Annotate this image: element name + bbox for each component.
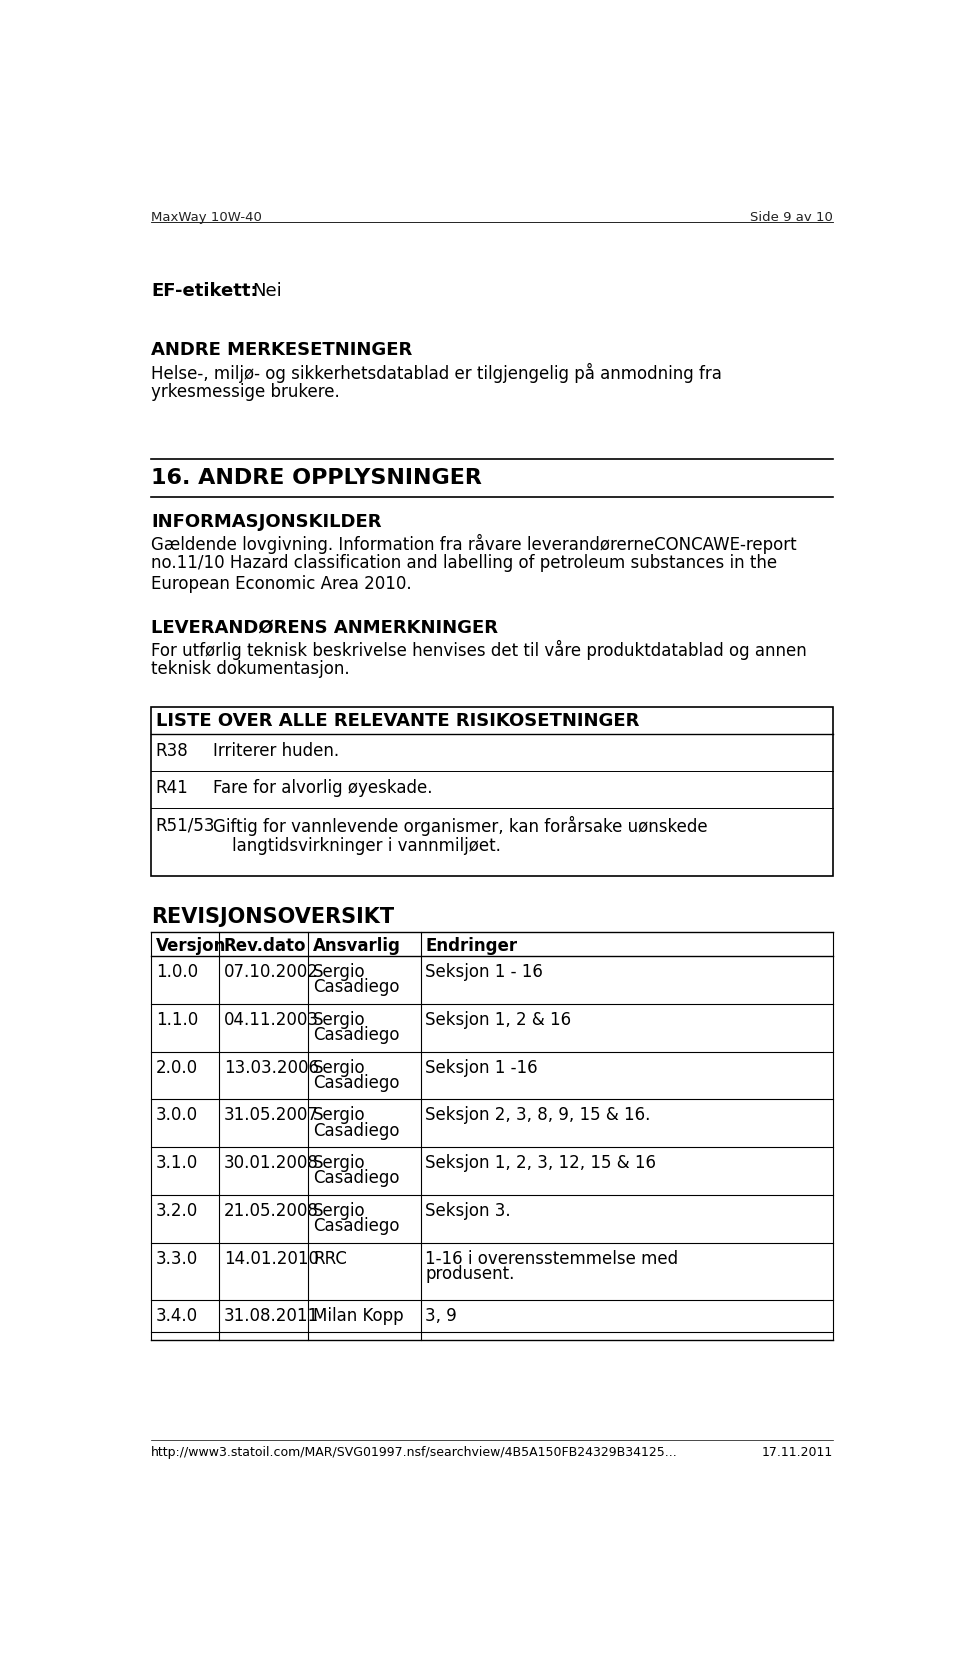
- Text: 13.03.2006: 13.03.2006: [224, 1059, 319, 1077]
- Text: Sergio: Sergio: [313, 1059, 366, 1077]
- Text: ANDRE MERKESETNINGER: ANDRE MERKESETNINGER: [151, 341, 412, 359]
- Text: R41: R41: [156, 779, 188, 797]
- Text: 31.08.2011: 31.08.2011: [224, 1307, 319, 1325]
- Text: 07.10.2002: 07.10.2002: [224, 963, 319, 981]
- Text: Fare for alvorlig øyeskade.: Fare for alvorlig øyeskade.: [213, 779, 433, 797]
- Text: 3.3.0: 3.3.0: [156, 1249, 198, 1267]
- Text: Versjon: Versjon: [156, 936, 226, 954]
- Text: Endringer: Endringer: [425, 936, 517, 954]
- Text: Nei: Nei: [252, 281, 281, 299]
- Text: no.11/10 Hazard classification and labelling of petroleum substances in the: no.11/10 Hazard classification and label…: [151, 554, 778, 572]
- Text: 31.05.2007: 31.05.2007: [224, 1107, 319, 1125]
- Text: For utførlig teknisk beskrivelse henvises det til våre produktdatablad og annen: For utførlig teknisk beskrivelse henvise…: [151, 640, 806, 660]
- Text: Seksjon 1 -16: Seksjon 1 -16: [425, 1059, 538, 1077]
- Text: Seksjon 3.: Seksjon 3.: [425, 1202, 511, 1219]
- Text: 04.11.2003: 04.11.2003: [224, 1011, 319, 1029]
- Text: 30.01.2008: 30.01.2008: [224, 1154, 319, 1173]
- Text: REVISJONSOVERSIKT: REVISJONSOVERSIKT: [151, 906, 395, 926]
- Text: Casadiego: Casadiego: [313, 1169, 399, 1188]
- Text: Gældende lovgivning. Information fra råvare leverandørerneCONCAWE-report: Gældende lovgivning. Information fra råv…: [151, 534, 797, 554]
- Text: 1.1.0: 1.1.0: [156, 1011, 198, 1029]
- Text: 1-16 i overensstemmelse med: 1-16 i overensstemmelse med: [425, 1249, 679, 1267]
- Text: 3.0.0: 3.0.0: [156, 1107, 198, 1125]
- Text: 3.1.0: 3.1.0: [156, 1154, 198, 1173]
- Text: Sergio: Sergio: [313, 1107, 366, 1125]
- Text: R51/53: R51/53: [156, 815, 215, 834]
- Text: European Economic Area 2010.: European Economic Area 2010.: [151, 576, 412, 594]
- Text: Giftig for vannlevende organismer, kan forårsake uønskede: Giftig for vannlevende organismer, kan f…: [213, 815, 708, 837]
- Text: langtidsvirkninger i vannmiljøet.: langtidsvirkninger i vannmiljøet.: [231, 837, 500, 855]
- Text: Sergio: Sergio: [313, 1202, 366, 1219]
- Text: http://www3.statoil.com/MAR/SVG01997.nsf/searchview/4B5A150FB24329B34125...: http://www3.statoil.com/MAR/SVG01997.nsf…: [151, 1446, 678, 1459]
- Text: 16. ANDRE OPPLYSNINGER: 16. ANDRE OPPLYSNINGER: [151, 468, 482, 488]
- Text: 1.0.0: 1.0.0: [156, 963, 198, 981]
- Text: Side 9 av 10: Side 9 av 10: [750, 210, 833, 223]
- Text: INFORMASJONSKILDER: INFORMASJONSKILDER: [151, 513, 381, 531]
- Text: Sergio: Sergio: [313, 1154, 366, 1173]
- Text: 3.2.0: 3.2.0: [156, 1202, 198, 1219]
- Text: EF-etikett:: EF-etikett:: [151, 281, 257, 299]
- Text: LEVERANDØRENS ANMERKNINGER: LEVERANDØRENS ANMERKNINGER: [151, 619, 498, 637]
- Text: R38: R38: [156, 743, 188, 761]
- Text: produsent.: produsent.: [425, 1265, 515, 1284]
- Text: yrkesmessige brukere.: yrkesmessige brukere.: [151, 384, 340, 402]
- Text: RRC: RRC: [313, 1249, 347, 1267]
- Text: teknisk dokumentasjon.: teknisk dokumentasjon.: [151, 660, 349, 678]
- Text: Casadiego: Casadiego: [313, 1025, 399, 1044]
- Text: Casadiego: Casadiego: [313, 1121, 399, 1140]
- Text: Seksjon 1 - 16: Seksjon 1 - 16: [425, 963, 543, 981]
- Text: Irriterer huden.: Irriterer huden.: [213, 743, 339, 761]
- Text: Casadiego: Casadiego: [313, 979, 399, 996]
- Text: LISTE OVER ALLE RELEVANTE RISIKOSETNINGER: LISTE OVER ALLE RELEVANTE RISIKOSETNINGE…: [156, 713, 639, 729]
- Text: Casadiego: Casadiego: [313, 1073, 399, 1092]
- Text: Ansvarlig: Ansvarlig: [313, 936, 401, 954]
- Text: Seksjon 1, 2 & 16: Seksjon 1, 2 & 16: [425, 1011, 571, 1029]
- Text: Milan Kopp: Milan Kopp: [313, 1307, 403, 1325]
- Text: MaxWay 10W-40: MaxWay 10W-40: [151, 210, 262, 223]
- Text: 3.4.0: 3.4.0: [156, 1307, 198, 1325]
- Text: Seksjon 1, 2, 3, 12, 15 & 16: Seksjon 1, 2, 3, 12, 15 & 16: [425, 1154, 657, 1173]
- Bar: [151, 706, 833, 877]
- Text: Casadiego: Casadiego: [313, 1217, 399, 1236]
- Text: Helse-, miljø- og sikkerhetsdatablad er tilgjengelig på anmodning fra: Helse-, miljø- og sikkerhetsdatablad er …: [151, 362, 722, 382]
- Text: 14.01.2010: 14.01.2010: [224, 1249, 319, 1267]
- Text: Sergio: Sergio: [313, 963, 366, 981]
- Text: 3, 9: 3, 9: [425, 1307, 457, 1325]
- Text: Rev.dato: Rev.dato: [224, 936, 306, 954]
- Text: 21.05.2008: 21.05.2008: [224, 1202, 319, 1219]
- Text: Seksjon 2, 3, 8, 9, 15 & 16.: Seksjon 2, 3, 8, 9, 15 & 16.: [425, 1107, 651, 1125]
- Text: 17.11.2011: 17.11.2011: [761, 1446, 833, 1459]
- Text: 2.0.0: 2.0.0: [156, 1059, 198, 1077]
- Text: Sergio: Sergio: [313, 1011, 366, 1029]
